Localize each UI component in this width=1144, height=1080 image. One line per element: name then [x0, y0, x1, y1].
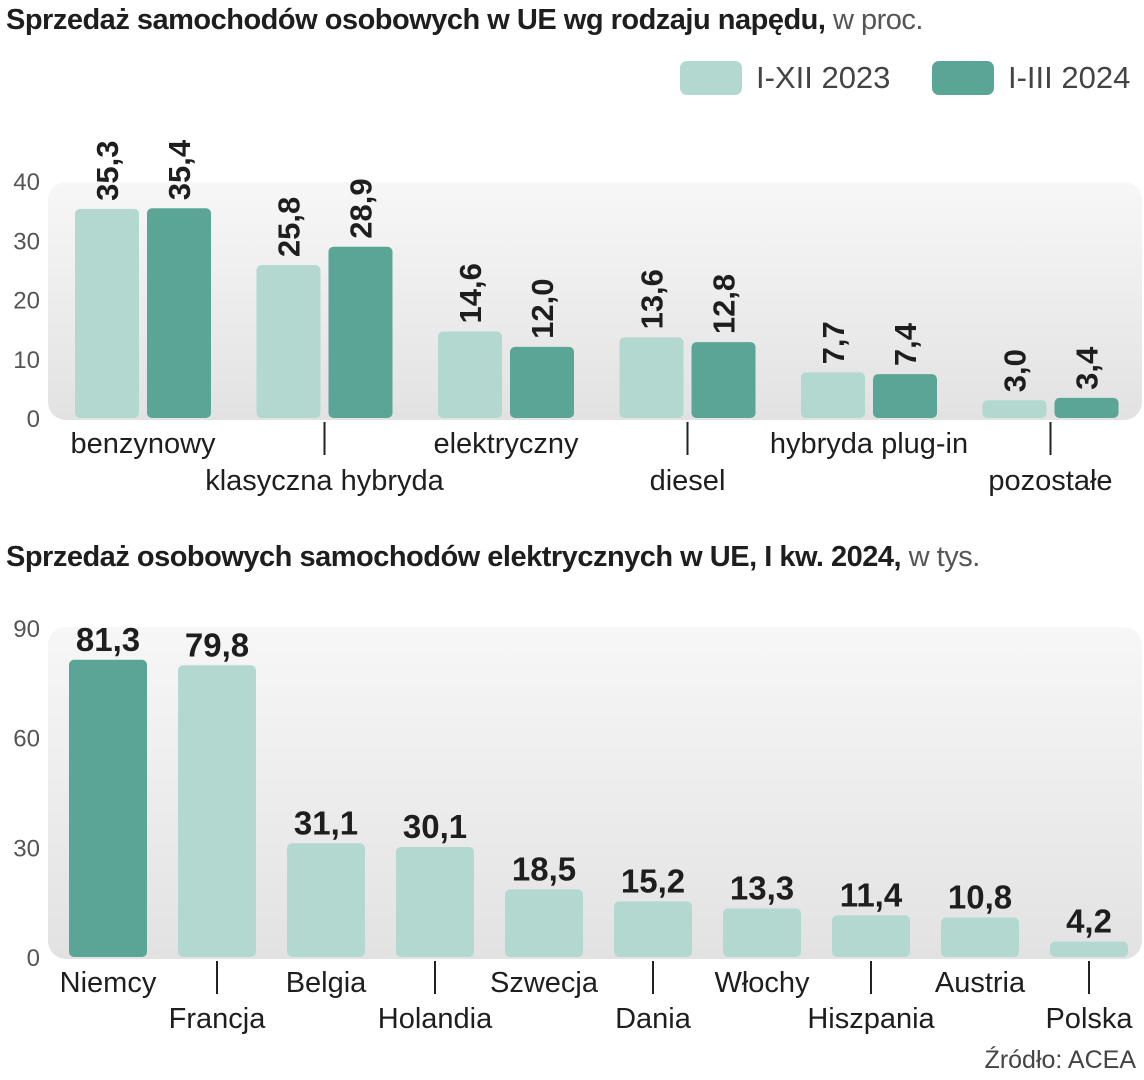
- y-tick-label: 0: [27, 945, 40, 972]
- data-label: 12,0: [525, 279, 560, 339]
- y-tick-label: 0: [27, 406, 40, 433]
- y-tick-label: 60: [13, 726, 40, 753]
- bar: [328, 246, 393, 418]
- y-tick-label: 20: [13, 288, 40, 315]
- data-label: 15,2: [621, 862, 685, 899]
- y-tick-label: 90: [13, 616, 40, 643]
- bar: [1054, 397, 1119, 418]
- data-label: 10,8: [948, 879, 1012, 916]
- data-label: 13,6: [635, 269, 670, 329]
- bar: [69, 659, 147, 957]
- data-label: 25,8: [272, 197, 307, 257]
- data-label: 81,3: [76, 621, 140, 658]
- x-tick-label: elektryczny: [433, 428, 579, 460]
- data-label: 31,1: [294, 804, 358, 841]
- bar: [256, 265, 321, 418]
- data-label: 14,6: [453, 263, 488, 323]
- bar: [438, 331, 502, 418]
- x-tick-label: Niemcy: [60, 967, 157, 999]
- bar: [287, 843, 365, 957]
- data-label: 13,3: [730, 869, 794, 906]
- x-tick-label: Hiszpania: [807, 1003, 935, 1035]
- bar: [691, 342, 756, 418]
- data-label: 3,0: [998, 349, 1033, 392]
- bar: [801, 372, 865, 418]
- bar: [982, 400, 1047, 418]
- bar: [873, 374, 937, 418]
- bar: [75, 208, 139, 418]
- bar: [723, 908, 801, 957]
- legend-label-2023: I-XII 2023: [756, 60, 891, 95]
- x-tick-label: klasyczna hybryda: [205, 465, 444, 497]
- bar: [147, 208, 211, 418]
- chart-2-title-main: Sprzedaż osobowych samochodów elektryczn…: [6, 541, 902, 573]
- data-label: 7,7: [816, 321, 851, 364]
- bar: [832, 915, 910, 957]
- x-tick-label: Włochy: [714, 967, 810, 999]
- legend-swatch-2023: [680, 61, 742, 95]
- y-tick-label: 30: [13, 228, 40, 255]
- data-label: 11,4: [840, 876, 903, 913]
- x-tick-label: Holandia: [378, 1003, 493, 1035]
- y-tick-label: 10: [13, 347, 40, 374]
- bar: [505, 889, 583, 957]
- chart-1-title: Sprzedaż samochodów osobowych w UE wg ro…: [6, 4, 923, 37]
- x-tick-label: Polska: [1045, 1003, 1133, 1035]
- bar: [1050, 941, 1128, 957]
- data-label: 28,9: [344, 178, 379, 238]
- bar: [510, 346, 574, 418]
- chart-1-background: [48, 182, 1142, 420]
- source-note: Źródło: ACEA: [984, 1046, 1136, 1074]
- x-tick-label: pozostałe: [988, 465, 1112, 497]
- x-tick-label: Austria: [935, 967, 1026, 999]
- legend-item-2024: I-III 2024: [932, 60, 1130, 96]
- data-label: 35,4: [162, 139, 197, 200]
- data-label: 35,3: [90, 141, 125, 201]
- bar: [396, 846, 474, 957]
- data-label: 12,8: [707, 274, 742, 334]
- chart-2-title-unit: w tys.: [908, 541, 981, 573]
- x-tick-label: Francja: [169, 1003, 267, 1035]
- bar: [178, 665, 256, 957]
- bar: [614, 901, 692, 957]
- data-label: 7,4: [888, 322, 923, 366]
- data-label: 3,4: [1070, 346, 1105, 390]
- bar: [941, 917, 1019, 957]
- x-tick-label: diesel: [650, 465, 726, 497]
- x-tick-label: hybryda plug-in: [770, 428, 968, 460]
- legend-item-2023: I-XII 2023: [680, 60, 890, 96]
- x-tick-label: Szwecja: [490, 967, 599, 999]
- y-tick-label: 30: [13, 835, 40, 862]
- legend-label-2024: I-III 2024: [1008, 60, 1131, 95]
- y-tick-label: 40: [13, 169, 40, 196]
- chart-1-title-unit: w proc.: [833, 4, 923, 36]
- data-label: 18,5: [512, 850, 576, 887]
- chart-1-title-main: Sprzedaż samochodów osobowych w UE wg ro…: [6, 4, 826, 36]
- x-tick-label: Dania: [615, 1003, 692, 1035]
- x-tick-label: Belgia: [286, 967, 367, 999]
- bar: [619, 337, 684, 418]
- data-label: 4,2: [1066, 903, 1112, 940]
- chart-2-title: Sprzedaż osobowych samochodów elektryczn…: [6, 541, 980, 574]
- data-label: 30,1: [403, 808, 467, 845]
- data-label: 79,8: [185, 626, 249, 663]
- x-tick-label: benzynowy: [70, 428, 216, 460]
- legend-swatch-2024: [932, 61, 994, 95]
